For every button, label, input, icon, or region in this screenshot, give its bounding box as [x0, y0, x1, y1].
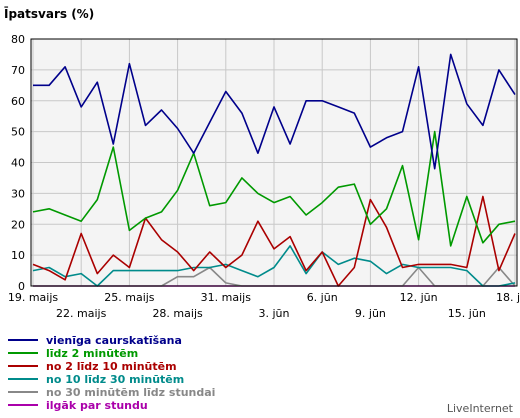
x-tick-label: 9. jūn: [355, 307, 386, 320]
y-tick-label: 0: [18, 280, 25, 293]
series-line-1: [33, 53, 516, 170]
y-tick-label: 80: [11, 33, 25, 46]
chart-title: Īpatsvars (%): [4, 7, 94, 21]
x-tick-label: 31. maijs: [201, 291, 252, 304]
legend-label: no 30 minūtēm līdz stundai: [46, 386, 215, 399]
watermark: LiveInternet: [447, 402, 514, 415]
series-line-2: [32, 130, 516, 247]
y-tick-label: 50: [11, 126, 25, 139]
grid-lines: [31, 39, 517, 286]
y-axis: 0 10 20 30 40 50 60 70 80: [11, 33, 25, 293]
legend-label: vienīga caurskatīšana: [46, 334, 182, 347]
x-tick-label: 15. jūn: [448, 307, 486, 320]
x-tick-label: 18. jūn: [496, 291, 520, 304]
x-tick-label: 6. jūn: [307, 291, 338, 304]
legend-label: no 10 līdz 30 minūtēm: [46, 373, 184, 386]
y-tick-label: 20: [11, 218, 25, 231]
y-tick-label: 60: [11, 95, 25, 108]
x-tick-label: 19. maijs: [8, 291, 59, 304]
x-axis: 19. maijs 25. maijs 31. maijs 6. jūn 12. jūn…: [8, 291, 520, 320]
x-tick-label: 12. jūn: [400, 291, 438, 304]
y-tick-label: 30: [11, 187, 25, 200]
series-line-4: [32, 245, 516, 287]
y-tick-label: 10: [11, 249, 25, 262]
x-tick-label: 22. maijs: [56, 307, 107, 320]
x-tick-label: 28. maijs: [152, 307, 203, 320]
x-tick-label: 25. maijs: [104, 291, 155, 304]
legend-label: ilgāk par stundu: [46, 399, 148, 412]
series-line-3: [32, 195, 516, 287]
y-tick-label: 40: [11, 157, 25, 170]
plot-frame: [30, 38, 518, 287]
legend-label: līdz 2 minūtēm: [46, 347, 138, 360]
x-tick-label: 3. jūn: [259, 307, 290, 320]
y-tick-label: 70: [11, 64, 25, 77]
legend-label: no 2 līdz 10 minūtēm: [46, 360, 177, 373]
